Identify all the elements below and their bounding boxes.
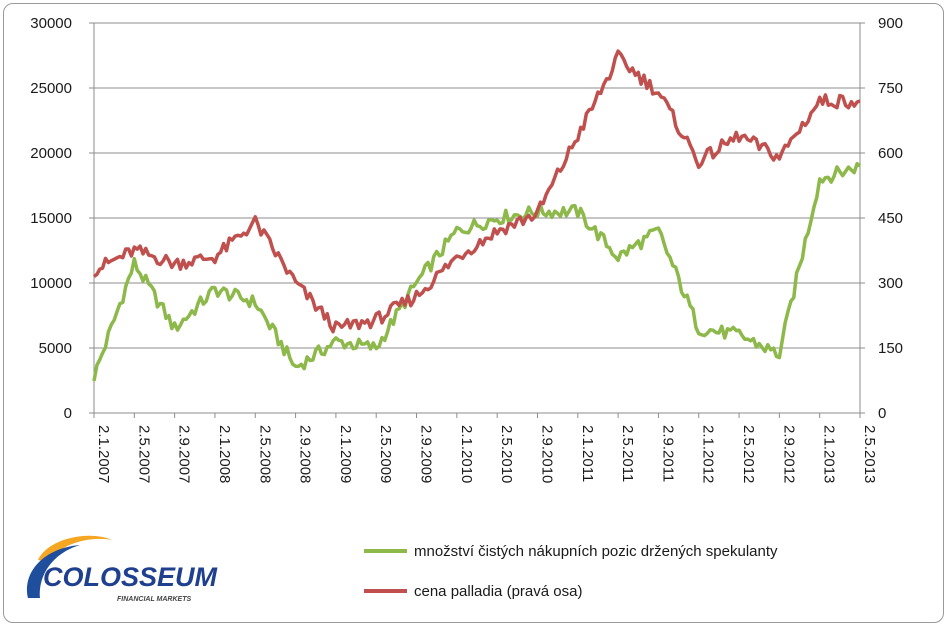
right-tick-label: 600 (878, 145, 903, 162)
logo-wordmark: COLOSSEUM (43, 562, 218, 592)
x-tick-label: 2.5.2011 (619, 425, 636, 482)
left-tick-label: 10000 (30, 275, 72, 292)
x-tick-label: 2.5.2010 (498, 425, 515, 483)
left-tick-label: 25000 (30, 80, 72, 97)
right-tick-label: 150 (878, 340, 903, 357)
x-tick-label: 2.9.2009 (418, 425, 435, 483)
legend-label-positions: množství čistých nákupních pozic drženýc… (414, 543, 778, 560)
axes (89, 22, 865, 418)
x-tick-label: 2.5.2007 (135, 425, 152, 483)
left-tick-label: 30000 (30, 15, 72, 32)
left-tick-label: 20000 (30, 145, 72, 162)
right-tick-label: 900 (878, 15, 903, 32)
x-tick-label: 2.5.2008 (256, 425, 273, 483)
x-tick-label: 2.1.2008 (216, 425, 233, 483)
x-tick-label: 2.9.2007 (176, 425, 193, 483)
series-line-0 (92, 161, 862, 382)
legend-label-palladium: cena palladia (pravá osa) (414, 583, 582, 600)
right-tick-label: 300 (878, 275, 903, 292)
x-tick-label: 2.9.2011 (659, 425, 676, 482)
left-axis-ticks: 0 5000 10000 15000 20000 25000 30000 (30, 15, 72, 422)
x-tick-label: 2.1.2007 (95, 425, 112, 483)
x-tick-label: 2.1.2011 (579, 425, 596, 482)
x-tick-label: 2.1.2009 (337, 425, 354, 483)
right-tick-label: 0 (878, 405, 886, 422)
left-tick-label: 15000 (30, 210, 72, 227)
series-line-1 (92, 49, 861, 334)
right-axis-ticks: 0 150 300 450 600 750 900 (878, 15, 903, 422)
x-tick-label: 2.1.2010 (458, 425, 475, 483)
x-tick-label: 2.5.2009 (377, 425, 394, 483)
left-tick-label: 0 (64, 405, 72, 422)
logo-swoosh-blue (27, 545, 81, 598)
x-tick-label: 2.5.2012 (740, 425, 757, 483)
colosseum-logo: COLOSSEUM FINANCIAL MARKETS (27, 535, 218, 603)
gridlines (94, 22, 860, 414)
x-tick-label: 2.5.2013 (861, 425, 878, 483)
legend: množství čistých nákupních pozic drženýc… (364, 543, 778, 600)
series-lines (92, 49, 862, 382)
right-tick-label: 750 (878, 80, 903, 97)
x-tick-label: 2.1.2013 (821, 425, 838, 483)
x-tick-label: 2.9.2010 (538, 425, 555, 483)
x-tick-label: 2.9.2008 (297, 425, 314, 483)
x-tick-label: 2.1.2012 (700, 425, 717, 483)
right-tick-label: 450 (878, 210, 903, 227)
logo-tagline: FINANCIAL MARKETS (117, 596, 191, 603)
x-tick-label: 2.9.2012 (780, 425, 797, 483)
left-tick-label: 5000 (39, 340, 72, 357)
x-axis-ticks: 2.1.2007 2.5.2007 2.9.2007 2.1.2008 2.5.2008… (95, 425, 878, 483)
